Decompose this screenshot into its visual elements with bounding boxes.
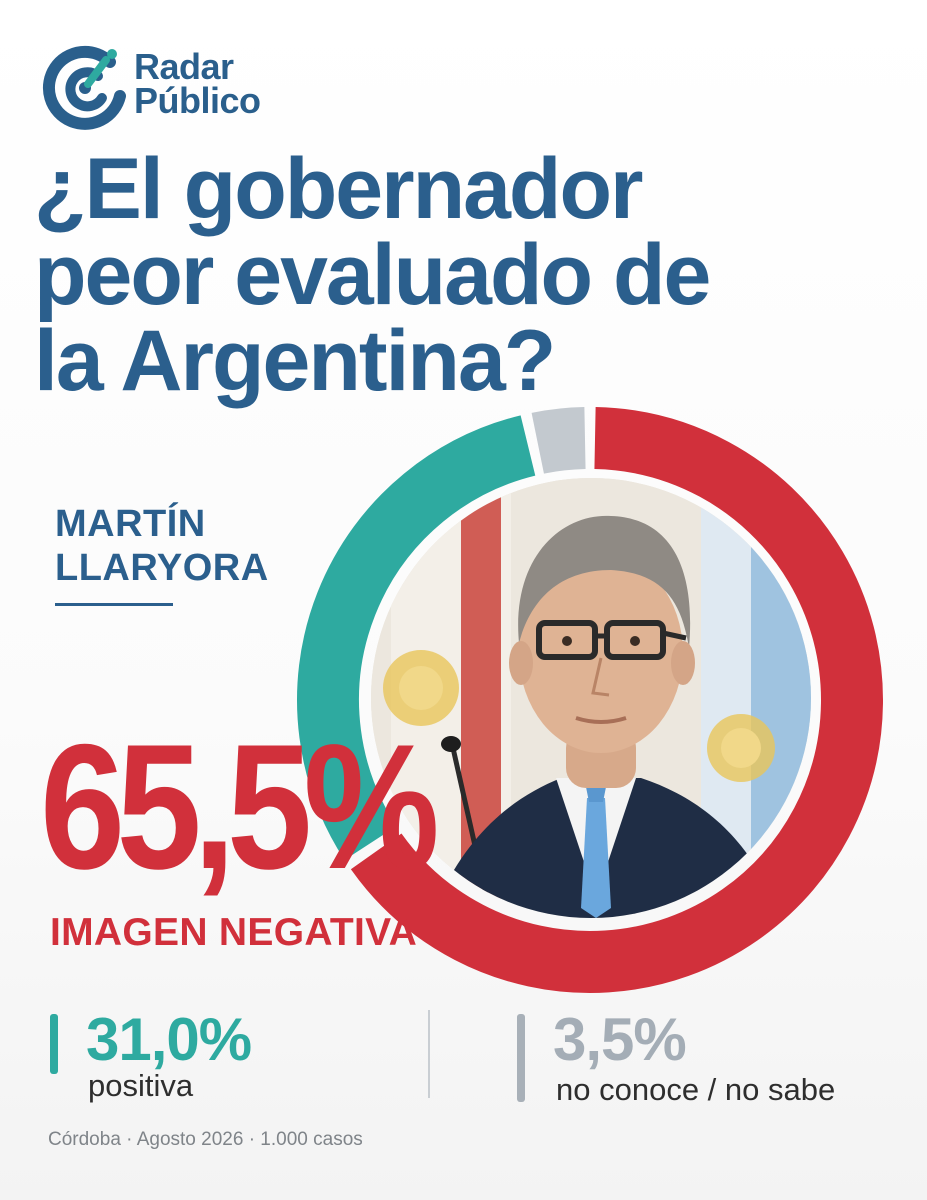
governor-portrait [371,478,811,918]
headline: ¿El gobernador peor evaluado de la Argen… [34,146,914,404]
unknown-label: no conoce / no sabe [556,1072,836,1107]
negative-label: IMAGEN NEGATIVA [50,911,418,954]
brand-name: Radar Público [134,46,261,121]
stats-divider [428,1010,430,1098]
unknown-percentage: 3,5% [553,1006,687,1073]
last-name: LLARYORA [55,547,269,589]
headline-line-2: peor evaluado de [34,227,711,323]
first-name: MARTÍN [55,503,206,545]
positive-label: positiva [88,1068,194,1103]
unknown-marker [517,1014,525,1102]
headline-line-1: ¿El gobernador [34,141,643,237]
radar-logo-icon [42,45,126,130]
positive-percentage: 31,0% [86,1006,252,1073]
headline-line-3: la Argentina? [34,313,556,409]
brand-line-1: Radar [134,46,234,87]
name-divider [55,603,173,606]
survey-footer: Córdoba · Agosto 2026 · 1.000 casos [48,1129,363,1150]
governor-name: MARTÍN LLARYORA [55,502,269,590]
negative-percentage: 65,5% [40,707,440,906]
positive-marker [50,1014,58,1074]
brand-line-2: Público [134,80,261,121]
